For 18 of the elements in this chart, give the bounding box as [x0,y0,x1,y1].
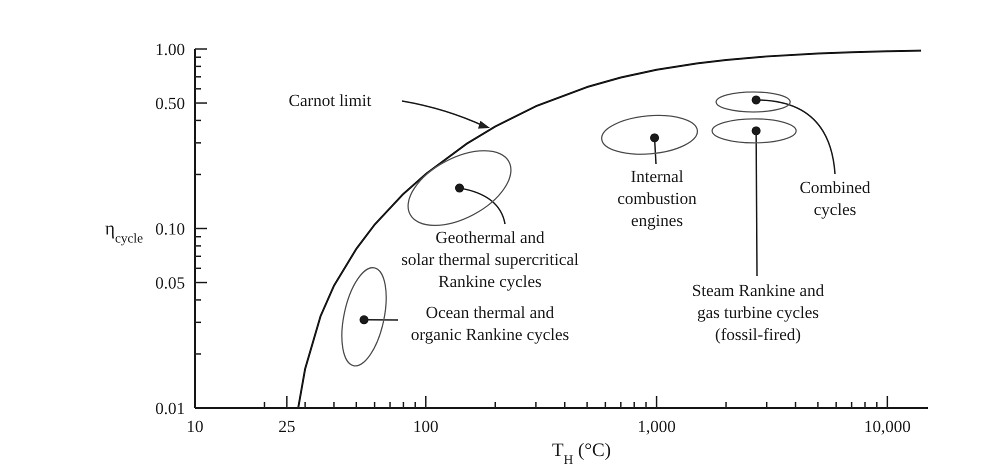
annotation: Carnot limit [288,91,372,110]
y-axis-title: η$_{cycle}$ [105,218,144,245]
annotation: Geothermal and solar thermal supercritical Rankine cycles [401,228,580,291]
x-tick-label: 1,000 [637,417,676,436]
x-tick-label: 25 [278,417,296,436]
annotation: Ocean thermal and organic Rankine cycles [410,303,570,344]
y-tick-label: 0.10 [155,220,185,238]
x-axis-title: T$_{H}$ (°C) [552,440,611,466]
annotation: Internal combustion engines [617,167,698,230]
annotation: Steam Rankine and gas turbine cycles (fossil-fired) [692,281,825,344]
annotation: Combined cycles [800,178,871,219]
y-tick-label: 0.05 [155,274,185,293]
y-tick-label: 1.00 [155,40,185,59]
x-tick-label: 10,000 [864,417,911,436]
x-tick-label: 100 [413,417,439,436]
y-tick-label: 0.50 [155,94,185,114]
y-tick-label: 0.01 [155,399,185,418]
x-tick-label: 10 [186,417,204,436]
